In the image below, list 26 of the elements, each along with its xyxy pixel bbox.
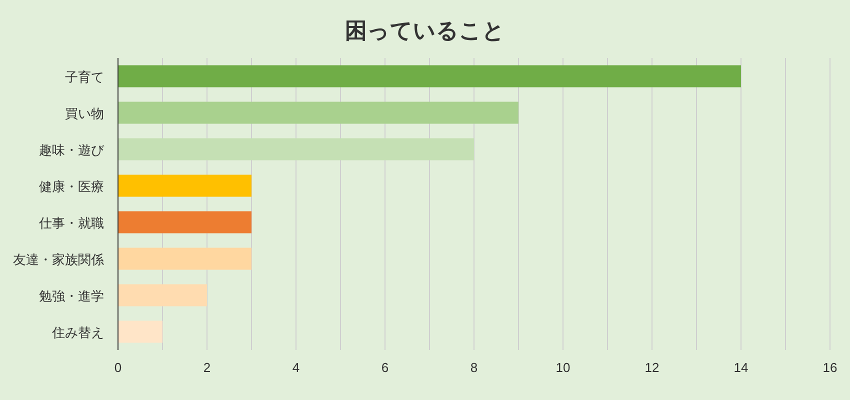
- x-tick-label: 10: [556, 360, 570, 375]
- y-tick-label: 子育て: [65, 69, 104, 84]
- x-tick-label: 0: [114, 360, 122, 375]
- bar: [118, 211, 252, 234]
- y-tick-label: 仕事・就職: [38, 215, 104, 230]
- x-tick-label: 14: [734, 360, 748, 375]
- x-tick-label: 2: [203, 360, 211, 375]
- y-tick-label: 勉強・進学: [39, 288, 104, 304]
- y-tick-label: 買い物: [65, 106, 104, 121]
- y-tick-label: 住み替え: [51, 324, 104, 340]
- x-tick-label: 16: [822, 360, 838, 375]
- bar: [118, 320, 162, 343]
- x-tick-label: 12: [644, 360, 660, 375]
- x-tick-label: 8: [470, 360, 478, 375]
- bar: [118, 102, 518, 124]
- y-tick-label: 健康・医療: [39, 178, 104, 194]
- y-tick-label: 友達・家族関係: [13, 252, 104, 267]
- bar: [118, 65, 741, 88]
- x-tick-label: 4: [292, 360, 300, 375]
- bar: [118, 174, 252, 197]
- bar: [118, 284, 207, 306]
- y-tick-label: 趣味・遊び: [39, 142, 105, 158]
- bar: [118, 248, 252, 270]
- x-tick-label: 6: [381, 360, 389, 375]
- chart-title: 困っていること: [345, 18, 505, 43]
- bar: [118, 138, 474, 160]
